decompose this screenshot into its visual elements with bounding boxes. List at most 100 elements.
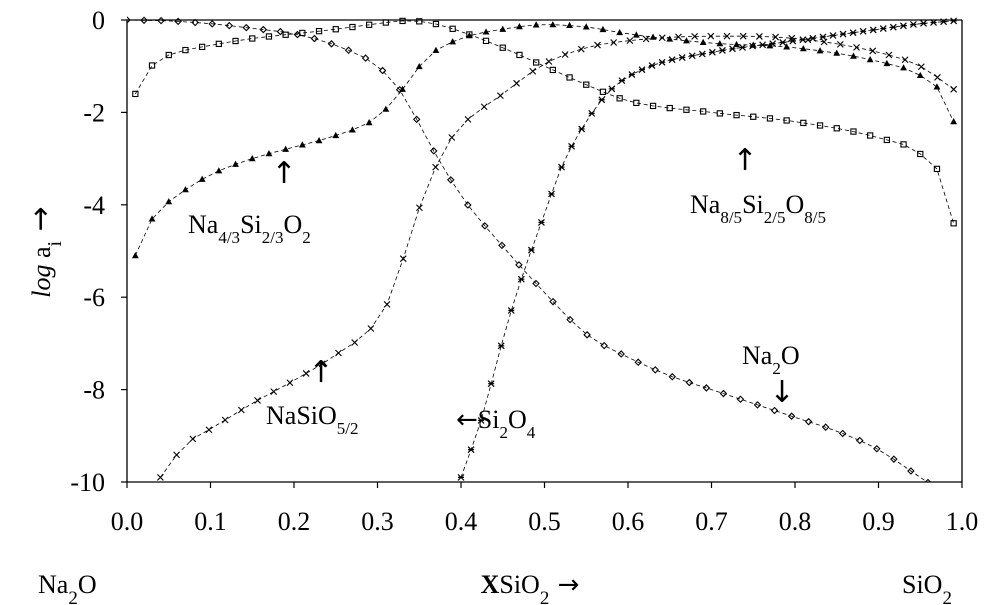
- series-point: [367, 325, 375, 332]
- series-point: [270, 388, 278, 395]
- series-point: [583, 331, 591, 339]
- series-point: [917, 150, 924, 158]
- series-line: [134, 20, 954, 224]
- nasio-series: [157, 32, 958, 481]
- series-point: [516, 23, 523, 30]
- series-point: [702, 384, 711, 392]
- series-point: [148, 62, 156, 69]
- series-point: [698, 50, 706, 58]
- series-point: [628, 71, 636, 78]
- series-point: [157, 473, 164, 481]
- series-point: [950, 118, 958, 125]
- series-point: [769, 40, 777, 48]
- series-point: [883, 136, 890, 144]
- series-point: [344, 46, 353, 55]
- series-point: [232, 160, 239, 167]
- series-point: [577, 45, 585, 53]
- series-point: [383, 301, 391, 308]
- series-point: [816, 47, 824, 54]
- series-point: [399, 85, 406, 92]
- series-point: [399, 17, 406, 25]
- series-point: [399, 255, 407, 263]
- series-point: [457, 473, 465, 481]
- series-point: [678, 54, 686, 62]
- series-point: [265, 150, 273, 157]
- series-point: [538, 219, 545, 226]
- series-point: [799, 36, 807, 44]
- series-point: [753, 401, 762, 409]
- series-point: [558, 163, 565, 171]
- series-point: [532, 279, 540, 288]
- annotation-arrow: ↑: [308, 355, 333, 390]
- series-point: [249, 35, 256, 42]
- series-point: [804, 417, 813, 426]
- series-point: [365, 119, 373, 126]
- x-tick-label: 0.9: [862, 507, 895, 536]
- y-tick-label: -10: [70, 468, 105, 497]
- series-point: [148, 215, 156, 222]
- series-point: [248, 155, 256, 162]
- series-point: [566, 315, 574, 324]
- series-point: [568, 142, 576, 150]
- annotation-text: Na4/3Si2/3O2: [188, 210, 311, 247]
- series-point: [582, 23, 590, 30]
- annotation-arrow: ↓: [769, 375, 794, 410]
- series-point: [315, 28, 323, 35]
- series-point: [132, 90, 139, 98]
- series-point: [608, 85, 616, 93]
- series-point: [839, 30, 847, 38]
- series-point: [683, 106, 690, 113]
- series-point: [449, 25, 456, 32]
- series-point: [529, 67, 537, 75]
- x-tick-label: 1.0: [946, 507, 979, 536]
- series-point: [215, 40, 222, 48]
- series-point: [242, 23, 251, 32]
- series-point: [873, 444, 881, 453]
- series-point: [165, 198, 173, 205]
- series-point: [481, 222, 489, 230]
- x-tick-label: 0.0: [111, 507, 144, 536]
- annotation-text: NaSiO5/2: [266, 401, 359, 438]
- series-point: [487, 380, 495, 388]
- endpoint-label-right: SiO2: [902, 570, 952, 605]
- series-point: [879, 25, 887, 33]
- series-point: [276, 27, 285, 36]
- series-point: [699, 38, 707, 45]
- series-point: [638, 66, 646, 74]
- series-point: [917, 63, 925, 71]
- series-point: [900, 64, 907, 71]
- series-point: [723, 32, 731, 40]
- x-tick-label: 0.7: [695, 507, 728, 536]
- series-point: [598, 96, 606, 104]
- x-tick-label: 0.1: [194, 507, 227, 536]
- series-point: [254, 397, 261, 404]
- series-point: [855, 436, 864, 445]
- series-point: [496, 92, 504, 100]
- series-point: [820, 38, 828, 46]
- series-point: [838, 429, 847, 438]
- series-point: [446, 176, 455, 184]
- series-point: [616, 28, 624, 36]
- series-point: [361, 54, 370, 62]
- series-point: [634, 358, 643, 366]
- series-point: [800, 119, 807, 127]
- series-point: [910, 21, 917, 28]
- series-point: [708, 48, 716, 56]
- annotation-na43: ↑ Na4/3Si2/3O2: [188, 156, 311, 247]
- series-point: [829, 32, 837, 39]
- series-point: [332, 131, 340, 139]
- series-point: [770, 406, 779, 415]
- series-point: [819, 33, 827, 41]
- series-line: [160, 35, 954, 478]
- series-point: [507, 307, 515, 314]
- series-point: [733, 40, 740, 48]
- series-point: [232, 37, 239, 45]
- series-point: [599, 25, 607, 33]
- series-point: [950, 85, 958, 93]
- series-point: [578, 125, 586, 133]
- series-point: [516, 51, 523, 59]
- series-line: [127, 19, 928, 482]
- si2o4-series: [457, 17, 958, 481]
- series-point: [298, 141, 306, 148]
